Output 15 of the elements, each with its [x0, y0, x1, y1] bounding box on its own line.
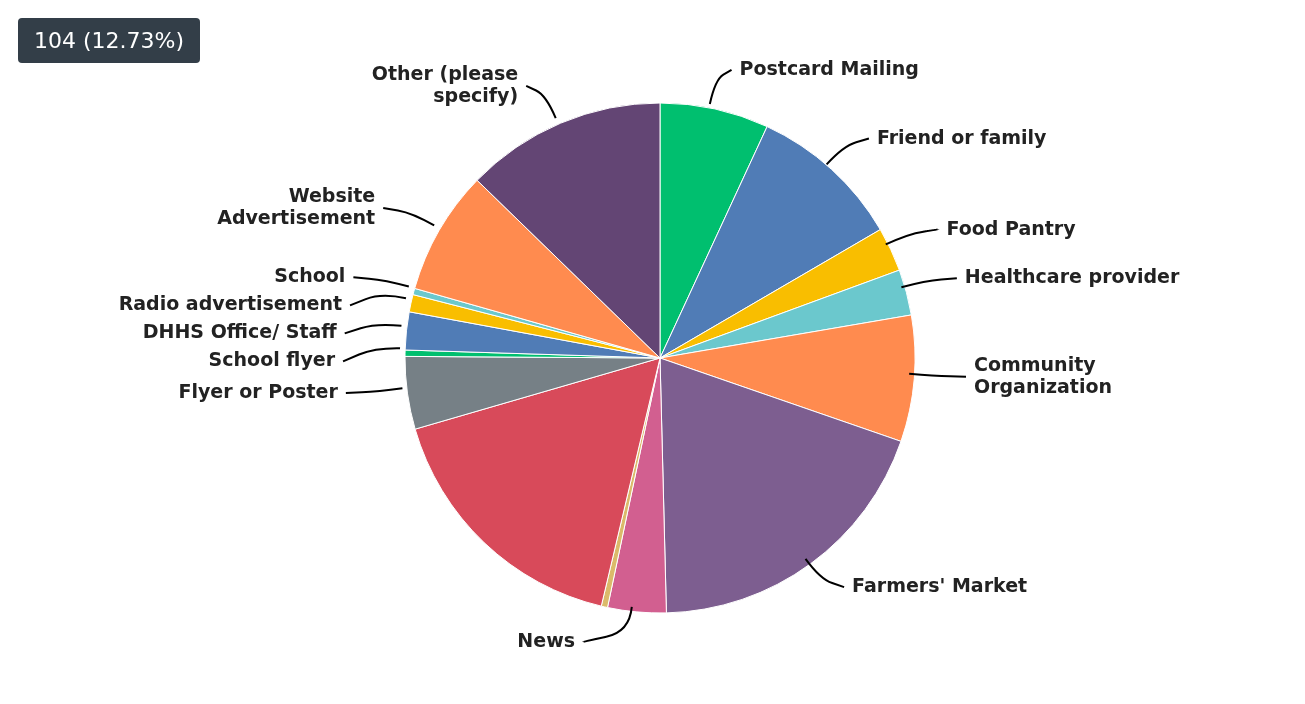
slice-label: Healthcare provider	[964, 265, 1180, 288]
slice-label: School	[274, 264, 346, 287]
slice-label: Food Pantry	[946, 216, 1077, 239]
slice-label: DHHS Office/ Staff	[142, 320, 338, 343]
slice-label: Farmers' Market	[852, 574, 1028, 597]
slice-label: Postcard Mailing	[739, 56, 919, 79]
slice-label: School flyer	[208, 348, 336, 371]
slice-label: Radio advertisement	[118, 292, 343, 315]
slice-label: Website Advertisement	[217, 183, 376, 228]
text: 104 (12.73%)	[18, 18, 201, 63]
slice-label: Flyer or Poster	[178, 379, 339, 402]
slice-label: Friend or family	[876, 125, 1048, 148]
slice-label: Other (please specify)	[371, 61, 519, 106]
slice-label: News	[517, 628, 575, 651]
slice-label: Community Organization	[974, 352, 1113, 397]
